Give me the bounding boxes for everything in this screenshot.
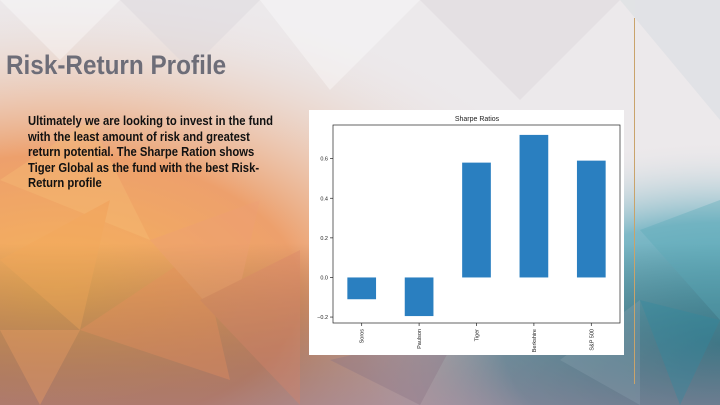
x-axis: Soros Paulson Tiger Berkshire S&P 500 xyxy=(360,323,595,352)
slide-title: Risk-Return Profile xyxy=(6,50,227,80)
bar-tiger xyxy=(462,162,491,278)
y-axis: −0.2 0.0 0.2 0.4 0.6 xyxy=(317,157,333,321)
x-tick-label: Berkshire xyxy=(532,329,538,352)
x-tick-label: S&P 500 xyxy=(589,329,595,351)
x-tick-label: Soros xyxy=(360,329,366,344)
slide-body-text: Ultimately we are looking to invest in t… xyxy=(28,114,274,190)
x-tick-label: Paulson xyxy=(417,329,423,349)
chart-image: Sharpe Ratios −0.2 0.0 0.2 0.4 0.6 Soros Paul… xyxy=(309,110,624,355)
bar-berkshire xyxy=(519,134,549,278)
y-tick-label: 0.4 xyxy=(320,196,328,202)
bar-soros xyxy=(347,277,377,300)
chart-title: Sharpe Ratios xyxy=(455,116,500,123)
y-tick-label: 0.2 xyxy=(320,236,328,242)
bars-group xyxy=(347,134,606,317)
y-tick-label: −0.2 xyxy=(317,315,328,321)
bar-s-p-500 xyxy=(576,160,606,278)
bar-paulson xyxy=(404,277,434,317)
y-tick-label: 0.6 xyxy=(320,157,328,163)
sharpe-ratio-bar-chart: Sharpe Ratios −0.2 0.0 0.2 0.4 0.6 Soros Paul… xyxy=(317,116,621,352)
accent-divider-line xyxy=(634,18,635,384)
x-tick-label: Tiger xyxy=(475,329,481,341)
y-tick-label: 0.0 xyxy=(320,275,328,281)
